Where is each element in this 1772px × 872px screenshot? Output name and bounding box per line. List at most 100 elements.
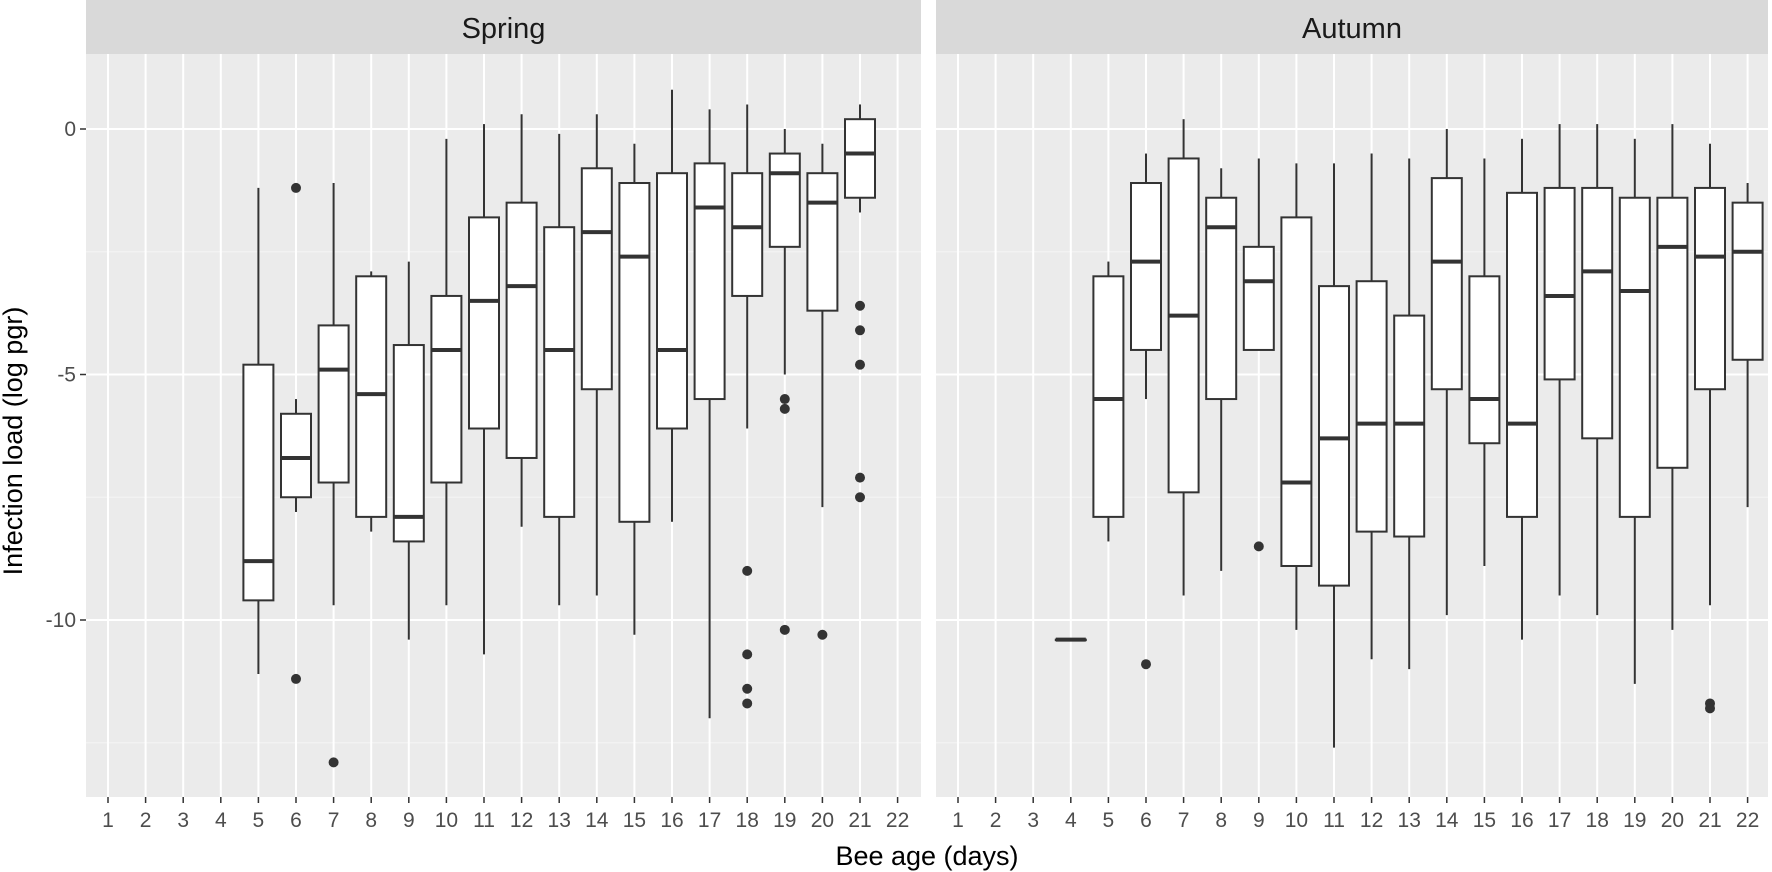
box-iqr bbox=[656, 172, 688, 430]
y-axis-title: Infection load (log pgr) bbox=[0, 307, 28, 576]
box-iqr bbox=[317, 324, 350, 484]
outlier-point bbox=[817, 629, 828, 640]
box-iqr bbox=[543, 226, 576, 518]
outlier-point bbox=[742, 649, 753, 660]
box-autumn-age-18 bbox=[1581, 124, 1614, 616]
x-tick-label: 7 bbox=[1178, 809, 1190, 832]
box-iqr bbox=[1543, 186, 1576, 381]
y-tick-label: -10 bbox=[46, 609, 76, 632]
box-spring-age-17 bbox=[693, 109, 726, 719]
box-iqr bbox=[242, 363, 275, 602]
box-spring-age-12 bbox=[505, 114, 538, 527]
x-tick-label: 4 bbox=[1065, 809, 1077, 832]
x-tick-label: 10 bbox=[1285, 809, 1308, 832]
x-tick-label: 5 bbox=[253, 809, 265, 832]
box-iqr bbox=[280, 412, 312, 499]
y-tick-label: -5 bbox=[57, 364, 76, 387]
box-autumn-age-7 bbox=[1167, 119, 1200, 596]
box-iqr bbox=[1656, 196, 1689, 469]
x-tick-label: 2 bbox=[140, 809, 152, 832]
box-iqr bbox=[355, 275, 388, 518]
box-autumn-age-14 bbox=[1430, 129, 1463, 616]
outlier-point bbox=[1705, 703, 1715, 714]
box-iqr bbox=[468, 216, 500, 430]
x-tick-label: 17 bbox=[1548, 809, 1571, 832]
facet-strip-autumn bbox=[936, 0, 1768, 54]
x-tick-label: 21 bbox=[1698, 809, 1721, 832]
outlier-point bbox=[855, 300, 865, 311]
x-tick-label: 11 bbox=[473, 809, 495, 832]
box-autumn-age-4 bbox=[1054, 637, 1087, 642]
box-autumn-age-17 bbox=[1543, 124, 1576, 596]
x-tick-label: 9 bbox=[1253, 809, 1265, 832]
x-tick-label: 9 bbox=[403, 809, 415, 832]
box-spring-age-19 bbox=[768, 129, 801, 635]
box-autumn-age-11 bbox=[1318, 163, 1350, 748]
x-axis-title: Bee age (days) bbox=[835, 841, 1018, 871]
x-tick-label: 14 bbox=[1435, 809, 1459, 832]
box-iqr bbox=[1506, 191, 1538, 518]
x-tick-label: 15 bbox=[623, 809, 646, 832]
box-spring-age-9 bbox=[392, 261, 425, 640]
box-autumn-age-13 bbox=[1393, 158, 1426, 670]
box-iqr bbox=[430, 294, 463, 484]
box-iqr bbox=[768, 152, 801, 248]
x-tick-label: 19 bbox=[773, 809, 796, 832]
box-iqr bbox=[1581, 186, 1614, 440]
outlier-point bbox=[742, 565, 753, 576]
box-autumn-age-20 bbox=[1656, 124, 1689, 630]
box-iqr bbox=[1618, 196, 1651, 518]
box-iqr bbox=[1242, 245, 1275, 351]
x-tick-label: 13 bbox=[1398, 809, 1421, 832]
outlier-point bbox=[779, 403, 790, 414]
x-tick-label: 8 bbox=[365, 809, 377, 832]
x-tick-label: 6 bbox=[1140, 809, 1152, 832]
box-spring-age-5 bbox=[242, 187, 275, 675]
box-autumn-age-22 bbox=[1731, 183, 1764, 508]
box-spring-age-13 bbox=[543, 133, 576, 606]
box-spring-age-15 bbox=[618, 143, 651, 635]
box-spring-age-7 bbox=[317, 183, 350, 768]
box-autumn-age-21 bbox=[1694, 143, 1726, 714]
x-tick-label: 7 bbox=[328, 809, 340, 832]
box-iqr bbox=[1694, 186, 1726, 391]
x-tick-label: 13 bbox=[548, 809, 571, 832]
box-spring-age-8 bbox=[355, 271, 388, 532]
x-tick-label: 21 bbox=[848, 809, 871, 832]
box-autumn-age-9 bbox=[1242, 158, 1275, 552]
x-tick-label: 16 bbox=[660, 809, 683, 832]
facet-label-spring: Spring bbox=[462, 13, 546, 45]
box-autumn-age-5 bbox=[1092, 261, 1125, 542]
outlier-point bbox=[291, 673, 301, 684]
x-tick-label: 22 bbox=[1736, 809, 1759, 832]
x-tick-label: 11 bbox=[1323, 809, 1345, 832]
x-tick-label: 18 bbox=[1586, 809, 1609, 832]
box-iqr bbox=[731, 172, 764, 297]
x-tick-label: 3 bbox=[177, 809, 189, 832]
outlier-point bbox=[1253, 541, 1264, 552]
facet-strip-spring bbox=[86, 0, 921, 54]
box-iqr bbox=[1205, 196, 1238, 401]
box-iqr bbox=[844, 118, 876, 199]
box-autumn-age-16 bbox=[1506, 138, 1538, 640]
outlier-point bbox=[855, 492, 865, 503]
box-autumn-age-15 bbox=[1468, 158, 1501, 566]
box-autumn-age-10 bbox=[1280, 163, 1313, 630]
x-tick-label: 10 bbox=[435, 809, 458, 832]
box-iqr bbox=[1393, 314, 1426, 538]
outlier-point bbox=[742, 698, 753, 709]
box-iqr bbox=[1130, 182, 1162, 351]
y-tick-label: 0 bbox=[64, 118, 76, 141]
x-tick-label: 4 bbox=[215, 809, 227, 832]
x-tick-label: 5 bbox=[1103, 809, 1115, 832]
box-iqr bbox=[806, 172, 839, 312]
x-tick-label: 15 bbox=[1473, 809, 1496, 832]
box-spring-age-14 bbox=[580, 114, 613, 596]
x-tick-label: 19 bbox=[1623, 809, 1646, 832]
box-iqr bbox=[580, 167, 613, 391]
outlier-point bbox=[855, 359, 865, 370]
box-iqr bbox=[392, 344, 425, 543]
outlier-point bbox=[855, 325, 865, 336]
box-autumn-age-8 bbox=[1205, 168, 1238, 571]
